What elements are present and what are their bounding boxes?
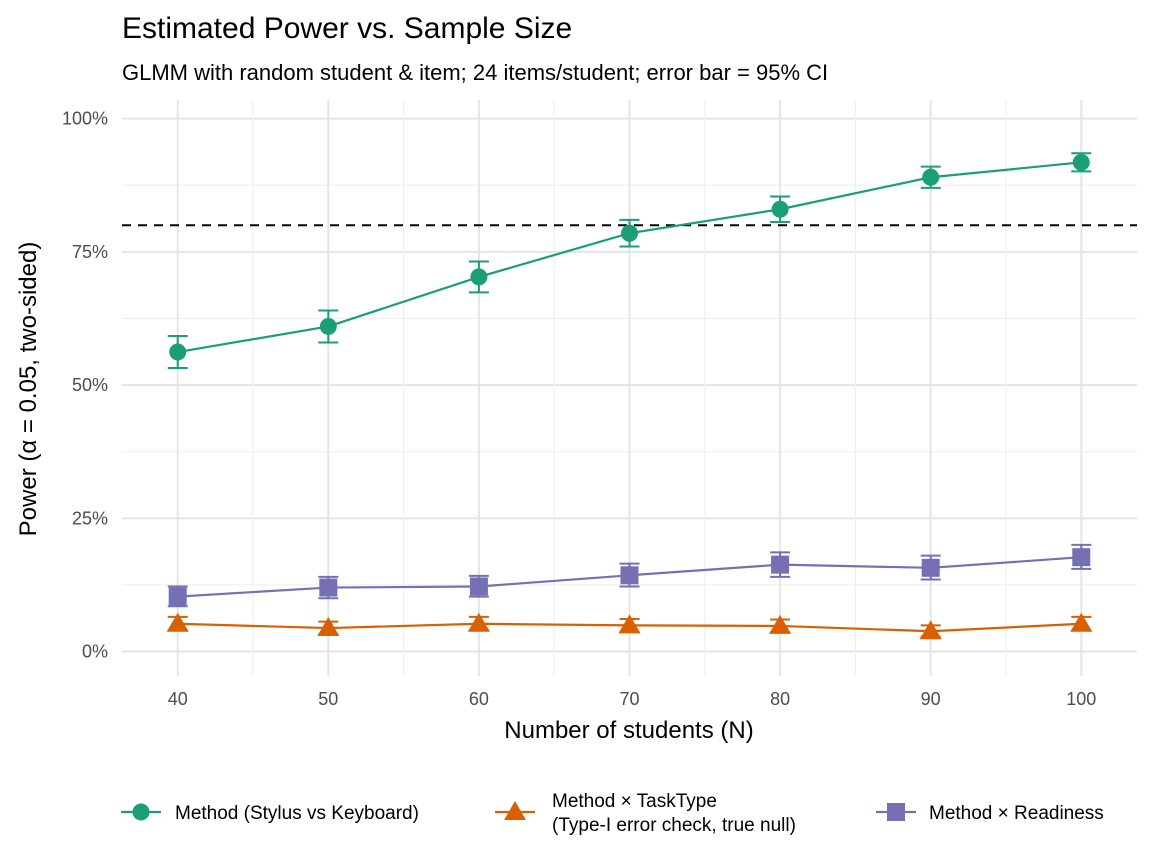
legend-label: Method × TaskType (Type-I error check, tr… [552, 791, 796, 836]
legend: Method (Stylus vs Keyboard) Method × Task… [121, 791, 1104, 836]
data-point [467, 612, 490, 632]
series-3 [167, 543, 1092, 608]
data-point [169, 343, 187, 361]
data-point [921, 558, 940, 577]
x-tick-label: 60 [469, 689, 489, 709]
series-1 [167, 152, 1092, 370]
data-point [470, 268, 488, 286]
data-point [922, 168, 940, 186]
data-point [621, 224, 638, 242]
data-point [1070, 612, 1093, 632]
data-point [919, 620, 942, 640]
grid [122, 100, 1137, 676]
x-tick-label: 80 [770, 689, 790, 709]
data-point [166, 612, 189, 632]
y-axis-ticks: 0% 25% 50% 75% 100% [62, 109, 108, 662]
legend-label: Method × Readiness [929, 803, 1104, 824]
y-tick-label: 75% [72, 242, 108, 262]
legend-label: Method (Stylus vs Keyboard) [175, 803, 419, 824]
data-point [319, 578, 338, 597]
chart-title: Estimated Power vs. Sample Size [122, 12, 573, 45]
legend-item-2: Method × TaskType (Type-I error check, tr… [495, 791, 796, 836]
y-tick-label: 100% [62, 109, 108, 129]
x-axis-title: Number of students (N) [504, 717, 753, 744]
data-point [1072, 548, 1091, 567]
series-2 [166, 612, 1093, 640]
y-tick-label: 50% [72, 375, 108, 395]
legend-key-marker [132, 803, 150, 821]
data-point [168, 587, 187, 606]
chart-subtitle: GLMM with random student & item; 24 item… [122, 60, 829, 85]
x-tick-label: 100 [1066, 689, 1096, 709]
legend-key-marker [887, 803, 905, 821]
x-tick-label: 50 [318, 689, 338, 709]
x-axis-ticks: 40 50 60 70 80 90 100 [168, 689, 1097, 709]
legend-item-3: Method × Readiness [876, 803, 1104, 824]
y-tick-label: 0% [82, 641, 108, 661]
data-point [469, 577, 488, 596]
legend-item-1: Method (Stylus vs Keyboard) [121, 803, 419, 824]
legend-label-line: Method × TaskType [552, 791, 717, 812]
data-point [769, 614, 792, 634]
y-axis-title: Power (α = 0.05, two-sided) [15, 242, 42, 537]
data-point [771, 555, 790, 574]
x-tick-label: 40 [168, 689, 188, 709]
legend-label-line: Method (Stylus vs Keyboard) [175, 803, 419, 824]
legend-label-line: (Type-I error check, true null) [552, 815, 796, 836]
y-tick-label: 25% [72, 508, 108, 528]
data-point [319, 317, 337, 335]
x-tick-label: 90 [921, 689, 941, 709]
data-point [317, 617, 340, 637]
data-point [771, 200, 789, 218]
series-layer [166, 152, 1093, 640]
legend-key-marker [504, 801, 526, 820]
data-point [618, 614, 641, 634]
legend-label-line: Method × Readiness [929, 803, 1104, 824]
data-point [1072, 153, 1090, 171]
x-tick-label: 70 [619, 689, 639, 709]
data-point [620, 566, 639, 585]
